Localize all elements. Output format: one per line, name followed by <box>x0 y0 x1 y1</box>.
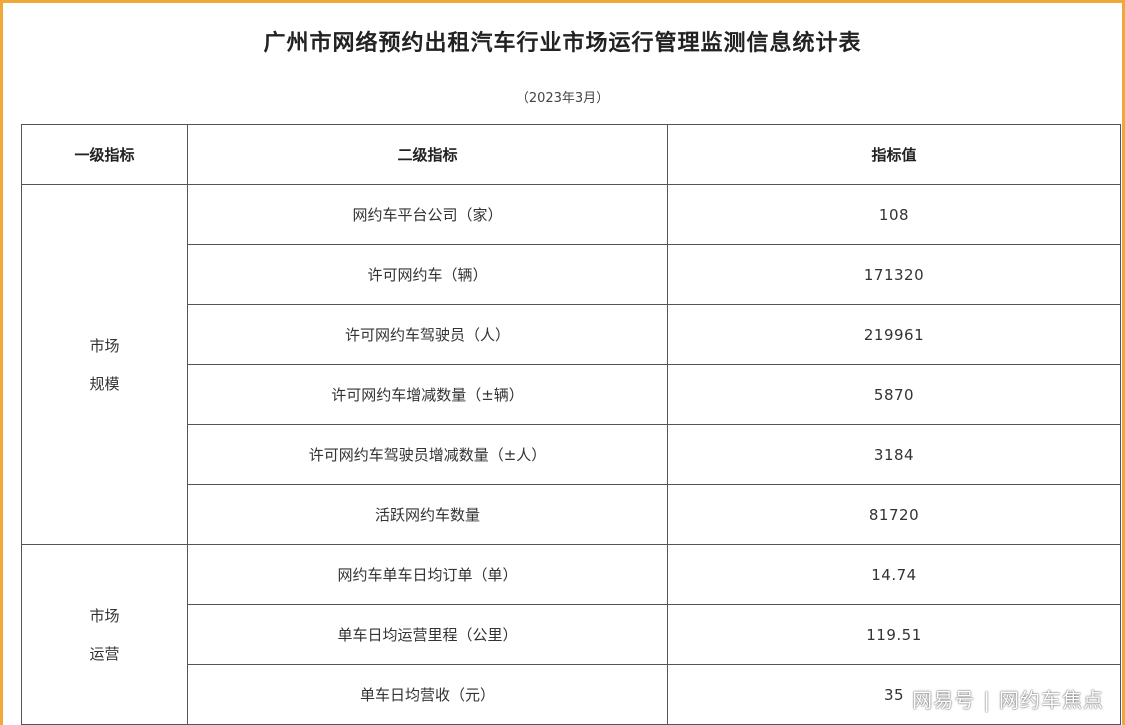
stats-table: 一级指标 二级指标 指标值 市场 规模 网约车平台公司（家） 108 许可网约车… <box>21 124 1121 725</box>
indicator-cell: 许可网约车驾驶员增减数量（±人） <box>187 424 668 485</box>
value-cell: 171320 <box>667 244 1121 305</box>
category-label-line2: 运营 <box>89 644 120 663</box>
value-cell: 81720 <box>667 484 1121 545</box>
indicator-cell: 许可网约车（辆） <box>187 244 668 305</box>
table-row: 单车日均营收（元） 35 <box>22 664 1121 725</box>
category-label-line1: 市场 <box>89 336 120 355</box>
value-cell: 35 <box>667 664 1121 725</box>
table-row: 市场 规模 网约车平台公司（家） 108 <box>21 184 1121 545</box>
table-header-row: 一级指标 二级指标 指标值 <box>21 124 1121 185</box>
watermark: 网易号 | 网约车焦点 <box>912 684 1104 713</box>
watermark-separator: | <box>983 688 991 712</box>
watermark-source: 网易号 <box>912 688 976 712</box>
value-cell: 219961 <box>667 304 1121 365</box>
table-row: 许可网约车驾驶员（人） 219961 <box>22 304 1121 365</box>
indicator-cell: 许可网约车驾驶员（人） <box>187 304 668 365</box>
value-cell: 5870 <box>667 364 1121 425</box>
category-label-line1: 市场 <box>89 606 120 625</box>
category-cell-operation: 市场 运营 <box>21 544 188 725</box>
value-cell: 108 <box>667 184 1121 245</box>
page-title: 广州市网络预约出租汽车行业市场运行管理监测信息统计表 <box>263 30 862 56</box>
category-label-line2: 规模 <box>89 374 120 393</box>
page-subtitle: （2023年3月） <box>515 91 610 106</box>
table-row: 许可网约车驾驶员增减数量（±人） 3184 <box>22 424 1121 485</box>
header-level2: 二级指标 <box>187 124 668 185</box>
indicator-cell: 单车日均营收（元） <box>187 664 668 725</box>
table-row: 许可网约车增减数量（±辆） 5870 <box>22 364 1121 425</box>
category-cell-scale: 市场 规模 <box>21 184 188 545</box>
indicator-cell: 网约车单车日均订单（单） <box>187 544 668 605</box>
value-cell: 14.74 <box>667 544 1121 605</box>
watermark-account: 网约车焦点 <box>999 688 1104 712</box>
indicator-cell: 许可网约车增减数量（±辆） <box>187 364 668 425</box>
table-row: 许可网约车（辆） 171320 <box>22 244 1121 305</box>
value-cell: 119.51 <box>667 604 1121 665</box>
indicator-cell: 单车日均运营里程（公里） <box>187 604 668 665</box>
table-row: 活跃网约车数量 81720 <box>22 484 1121 545</box>
indicator-cell: 网约车平台公司（家） <box>187 184 668 245</box>
header-level1: 一级指标 <box>21 124 188 185</box>
indicator-cell: 活跃网约车数量 <box>187 484 668 545</box>
value-cell: 3184 <box>667 424 1121 485</box>
header-value: 指标值 <box>667 124 1121 185</box>
table-row: 单车日均运营里程（公里） 119.51 <box>22 604 1121 665</box>
table-row: 市场 运营 网约车单车日均订单（单） 14.74 <box>21 544 1121 725</box>
